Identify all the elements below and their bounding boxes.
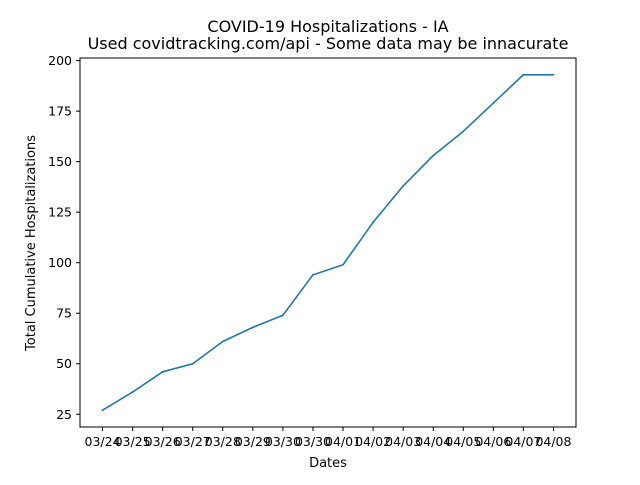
x-tick-label: 04/06: [475, 434, 511, 449]
chart-subtitle: Used covidtracking.com/api - Some data m…: [88, 34, 569, 53]
data-point-03/25: [131, 391, 134, 393]
y-axis-label: Total Cumulative Hospitalizations: [24, 135, 39, 352]
x-tick-label: 04/01: [325, 434, 361, 449]
x-tick-label: 03/25: [115, 434, 151, 449]
data-point-03/28: [221, 340, 224, 343]
data-point-03/31: [312, 273, 314, 276]
plot-area: 25507510012515017520003/2403/2503/2603/2…: [48, 53, 577, 449]
data-point-04/08: [552, 73, 555, 76]
x-tick-label: 04/05: [445, 434, 481, 449]
data-point-03/27: [191, 362, 194, 365]
chart-title: COVID-19 Hospitalizations - IA: [207, 17, 448, 36]
x-tick-label: 04/08: [535, 434, 571, 449]
x-tick-label: 04/02: [355, 434, 391, 449]
x-tick-label: 03/30: [265, 434, 301, 449]
x-axis-label: Dates: [309, 456, 347, 471]
x-tick-label: 03/27: [175, 434, 211, 449]
x-tick-label: 03/28: [205, 434, 241, 449]
x-tick-label: 04/04: [415, 434, 451, 449]
y-tick-label: 200: [48, 53, 72, 68]
y-tick-label: 50: [56, 356, 72, 371]
data-point-04/01: [342, 263, 344, 266]
y-tick-label: 100: [48, 255, 72, 270]
data-point-03/29: [251, 326, 254, 329]
data-point-04/05: [462, 130, 465, 133]
y-tick-label: 175: [48, 104, 72, 119]
data-point-04/02: [372, 221, 374, 224]
data-point-04/06: [492, 102, 495, 104]
data-point-04/07: [522, 73, 525, 76]
x-tick-label: 03/29: [235, 434, 271, 449]
data-point-04/03: [402, 185, 405, 187]
data-point-03/24: [101, 409, 104, 412]
x-tick-label: 03/24: [85, 434, 121, 449]
y-tick-label: 150: [48, 154, 72, 169]
y-tick-label: 25: [56, 407, 72, 422]
data-point-03/30: [282, 314, 284, 317]
x-tick-label: 03/30: [295, 434, 331, 449]
x-tick-label: 03/26: [145, 434, 181, 449]
data-point-03/26: [161, 370, 164, 373]
y-tick-label: 125: [48, 205, 72, 220]
plot-frame: [79, 57, 577, 428]
series-line-0: [101, 73, 555, 412]
x-tick-label: 04/03: [385, 434, 421, 449]
x-tick-label: 04/07: [505, 434, 541, 449]
y-tick-label: 75: [56, 306, 72, 321]
data-point-04/04: [432, 154, 435, 157]
